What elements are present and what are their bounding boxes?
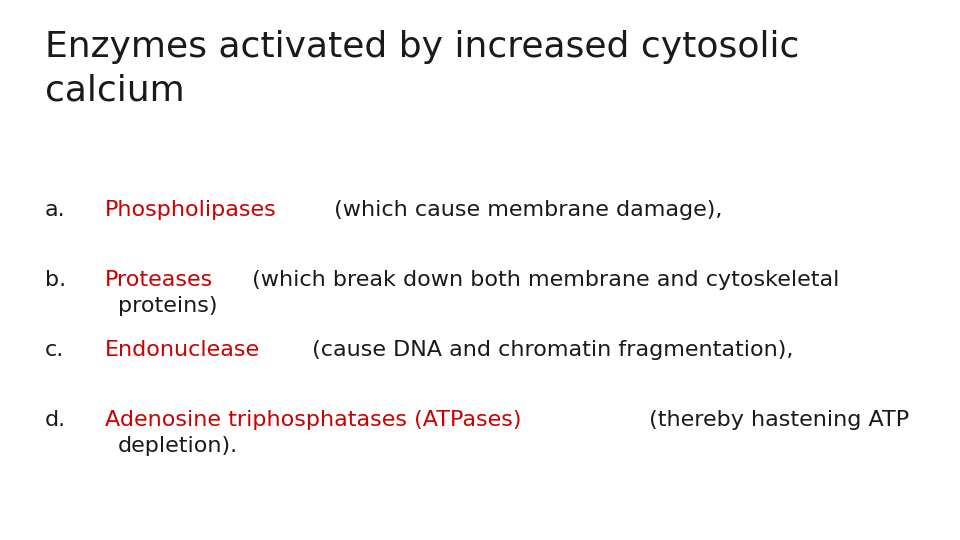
- Text: Endonuclease: Endonuclease: [105, 340, 260, 360]
- Text: Phospholipases: Phospholipases: [105, 200, 276, 220]
- Text: c.: c.: [45, 340, 64, 360]
- Text: (thereby hastening ATP: (thereby hastening ATP: [642, 410, 909, 430]
- Text: proteins): proteins): [118, 295, 218, 315]
- Text: (which cause membrane damage),: (which cause membrane damage),: [326, 200, 722, 220]
- Text: a.: a.: [45, 200, 65, 220]
- Text: Proteases: Proteases: [105, 270, 213, 290]
- Text: b.: b.: [45, 270, 66, 290]
- Text: (which break down both membrane and cytoskeletal: (which break down both membrane and cyto…: [245, 270, 839, 290]
- Text: d.: d.: [45, 410, 66, 430]
- Text: Adenosine triphosphatases (ATPases): Adenosine triphosphatases (ATPases): [105, 410, 521, 430]
- Text: (cause DNA and chromatin fragmentation),: (cause DNA and chromatin fragmentation),: [305, 340, 794, 360]
- Text: depletion).: depletion).: [118, 436, 238, 456]
- Text: Enzymes activated by increased cytosolic
calcium: Enzymes activated by increased cytosolic…: [45, 30, 800, 107]
